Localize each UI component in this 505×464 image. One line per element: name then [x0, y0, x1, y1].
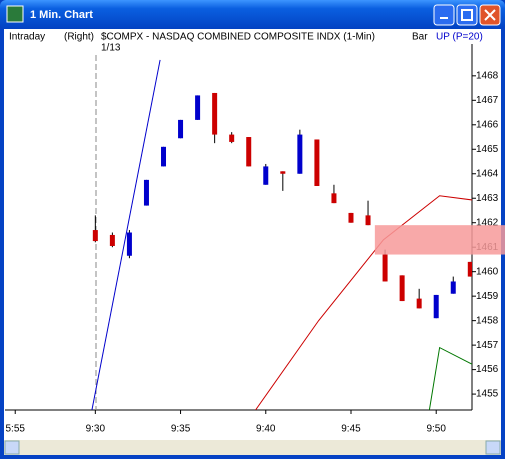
candle-body	[382, 254, 388, 282]
scrollbar[interactable]	[4, 440, 501, 455]
minimize-icon	[440, 17, 448, 19]
candle-body	[467, 261, 472, 277]
y-tick-label: 1460	[476, 266, 499, 277]
candle-body	[143, 179, 149, 206]
candle-body	[212, 92, 218, 135]
x-tick-label: 9:50	[426, 424, 446, 435]
candle-body	[399, 275, 405, 302]
candle-body	[126, 232, 132, 256]
minimize-button[interactable]	[433, 4, 455, 26]
y-tick-label: 1457	[476, 340, 499, 351]
candle-body	[365, 215, 371, 226]
window-title: 1 Min. Chart	[30, 9, 93, 21]
header-indicator: UP (P=20)	[436, 32, 483, 43]
candle-body	[348, 212, 354, 223]
y-tick-label: 1468	[476, 70, 499, 81]
y-tick-label: 1463	[476, 193, 499, 204]
candle-body	[229, 134, 235, 142]
candle-body	[109, 234, 115, 246]
candle-body	[92, 230, 98, 242]
candle-body	[280, 171, 286, 174]
y-tick-label: 1466	[476, 119, 499, 130]
y-tick-label: 1462	[476, 217, 499, 228]
scroll-right[interactable]	[485, 440, 501, 455]
close-icon	[484, 9, 496, 21]
candle-body	[314, 139, 320, 186]
x-tick-label: 9:45	[341, 424, 361, 435]
candle-body	[195, 95, 201, 120]
header-symbol: $COMPX - NASDAQ COMBINED COMPOSITE INDX …	[101, 32, 375, 43]
x-tick-label: 9:40	[256, 424, 276, 435]
candle-body	[450, 281, 456, 294]
y-tick-label: 1458	[476, 315, 499, 326]
candle-body	[331, 193, 337, 204]
band	[374, 225, 505, 255]
x-tick-label: 9:30	[86, 424, 106, 435]
scroll-left[interactable]	[4, 440, 20, 455]
y-tick-label: 1455	[476, 389, 499, 400]
candle-body	[161, 146, 167, 167]
maximize-button[interactable]	[456, 4, 478, 26]
candle-body	[433, 294, 439, 319]
header-side: (Right)	[64, 32, 94, 43]
app-icon	[6, 5, 24, 23]
x-tick-label: 5:55	[5, 424, 25, 435]
header-date: 1/13	[101, 43, 121, 54]
candle-body	[178, 119, 184, 139]
y-tick-label: 1459	[476, 291, 499, 302]
candle-body	[246, 137, 252, 167]
indicator-line	[91, 59, 161, 410]
x-tick-label: 9:35	[171, 424, 191, 435]
y-tick-label: 1465	[476, 144, 499, 155]
candle-body	[297, 134, 303, 174]
y-tick-label: 1456	[476, 364, 499, 375]
header-mode: Intraday	[9, 32, 45, 43]
y-tick-label: 1467	[476, 95, 499, 106]
maximize-icon	[461, 9, 473, 21]
header-style: Bar	[412, 32, 428, 43]
plot	[91, 59, 472, 410]
indicator-line	[428, 346, 472, 410]
title-bar	[0, 0, 505, 29]
y-tick-label: 1464	[476, 168, 499, 179]
candle-body	[416, 298, 422, 309]
candle-body	[263, 166, 269, 185]
